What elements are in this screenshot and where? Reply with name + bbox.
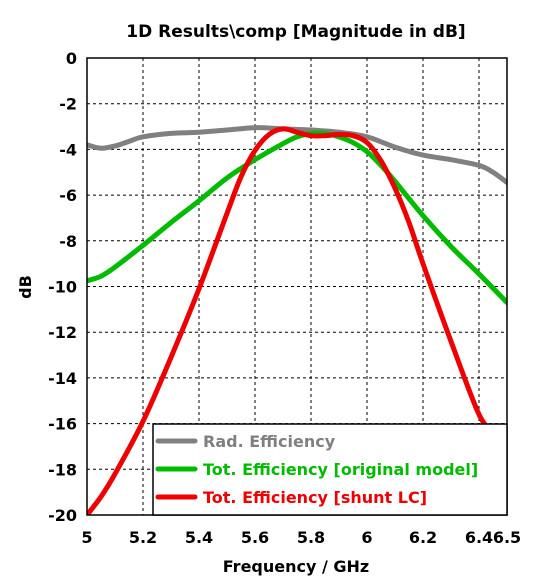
x-axis-label: Frequency / GHz — [223, 557, 369, 576]
x-tick-label: 5 — [81, 528, 92, 547]
x-tick-label: 6.5 — [493, 528, 521, 547]
x-tick-label: 6.2 — [409, 528, 437, 547]
y-tick-label: -18 — [48, 460, 77, 479]
chart-title: 1D Results\comp [Magnitude in dB] — [126, 22, 465, 42]
x-tick-label: 6.4 — [465, 528, 493, 547]
legend: Rad. Efficiency Tot. Efficiency [original… — [152, 423, 508, 516]
y-tick-label: -6 — [59, 186, 77, 205]
y-tick-labels: 0 -2 -4 -6 -8 -10 -12 -14 -16 -18 -20 — [48, 49, 77, 525]
y-tick-label: -14 — [48, 369, 77, 388]
y-tick-label: -12 — [48, 323, 77, 342]
y-axis-label: dB — [16, 275, 35, 299]
y-tick-label: -20 — [48, 506, 77, 525]
x-tick-label: 5.2 — [129, 528, 157, 547]
x-tick-label: 6 — [361, 528, 372, 547]
legend-tot-efficiency-shunt-lc-label: Tot. Efficiency [shunt LC] — [203, 488, 427, 507]
y-tick-label: -4 — [59, 140, 77, 159]
legend-box — [152, 423, 508, 516]
x-tick-label: 5.8 — [297, 528, 325, 547]
y-tick-label: -2 — [59, 95, 77, 114]
x-tick-label: 5.6 — [241, 528, 269, 547]
x-tick-label: 5.4 — [185, 528, 213, 547]
x-tick-labels: 5 5.2 5.4 5.6 5.8 6 6.2 6.4 6.5 — [81, 528, 521, 547]
series-layer — [87, 125, 507, 515]
y-tick-label: 0 — [66, 49, 77, 68]
y-tick-label: -10 — [48, 278, 77, 297]
legend-rad-efficiency-label: Rad. Efficiency — [203, 432, 336, 451]
tot-efficiency-shunt-lc-line — [87, 126, 496, 515]
legend-tot-efficiency-original-label: Tot. Efficiency [original model] — [203, 460, 478, 479]
y-tick-label: -8 — [59, 232, 77, 251]
y-tick-label: -16 — [48, 415, 77, 434]
